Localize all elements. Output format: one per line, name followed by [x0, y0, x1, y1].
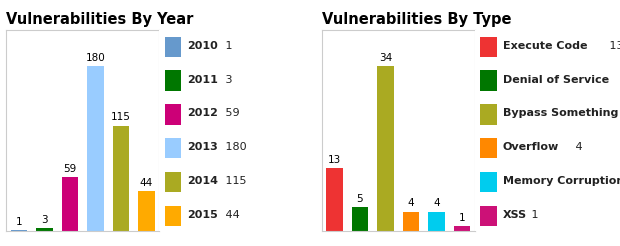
Bar [11, 230, 27, 231]
FancyBboxPatch shape [165, 206, 182, 226]
Text: Execute Code: Execute Code [503, 41, 587, 51]
Text: 5: 5 [356, 194, 363, 204]
Bar [138, 191, 155, 231]
FancyBboxPatch shape [480, 37, 497, 57]
Text: 3: 3 [41, 215, 48, 225]
Text: 4: 4 [433, 199, 440, 208]
Bar [326, 168, 343, 231]
Text: 2014: 2014 [187, 176, 218, 186]
Bar [352, 207, 368, 231]
Text: Memory Corruption: Memory Corruption [503, 176, 620, 186]
Bar [87, 66, 104, 231]
Text: 4: 4 [407, 199, 414, 208]
Bar [428, 212, 445, 231]
Text: 115: 115 [221, 176, 246, 186]
Text: Vulnerabilities By Type: Vulnerabilities By Type [322, 12, 511, 27]
FancyBboxPatch shape [480, 206, 497, 226]
Text: 59: 59 [221, 108, 239, 118]
Text: 2010: 2010 [187, 41, 218, 51]
Bar [61, 177, 78, 231]
Text: 34: 34 [379, 53, 392, 62]
FancyBboxPatch shape [165, 70, 182, 91]
Text: 4: 4 [572, 142, 582, 152]
Text: Overflow: Overflow [503, 142, 559, 152]
Text: 180: 180 [86, 53, 105, 62]
Text: Bypass Something: Bypass Something [503, 108, 618, 118]
FancyBboxPatch shape [480, 138, 497, 158]
Text: 115: 115 [111, 112, 131, 122]
Text: 3: 3 [221, 75, 232, 85]
Bar [36, 229, 53, 231]
Text: 13: 13 [606, 41, 620, 51]
Text: 1: 1 [16, 217, 22, 227]
Bar [377, 66, 394, 231]
Text: XSS: XSS [503, 210, 526, 220]
Text: Denial of Service: Denial of Service [503, 75, 609, 85]
Text: 44: 44 [140, 178, 153, 187]
Bar [113, 126, 129, 231]
Text: 2013: 2013 [187, 142, 218, 152]
Text: 44: 44 [221, 210, 239, 220]
Text: 180: 180 [221, 142, 246, 152]
Text: 1: 1 [221, 41, 232, 51]
Text: 2012: 2012 [187, 108, 218, 118]
FancyBboxPatch shape [480, 104, 497, 124]
Text: 1: 1 [528, 210, 539, 220]
Text: 59: 59 [63, 164, 77, 174]
Bar [454, 226, 470, 231]
FancyBboxPatch shape [480, 70, 497, 91]
Text: 2015: 2015 [187, 210, 218, 220]
Text: 1: 1 [459, 213, 465, 223]
Text: Vulnerabilities By Year: Vulnerabilities By Year [6, 12, 193, 27]
Text: 13: 13 [328, 155, 341, 165]
FancyBboxPatch shape [480, 172, 497, 192]
FancyBboxPatch shape [165, 172, 182, 192]
Text: 2011: 2011 [187, 75, 218, 85]
Bar [402, 212, 419, 231]
FancyBboxPatch shape [165, 138, 182, 158]
FancyBboxPatch shape [165, 104, 182, 124]
FancyBboxPatch shape [165, 37, 182, 57]
